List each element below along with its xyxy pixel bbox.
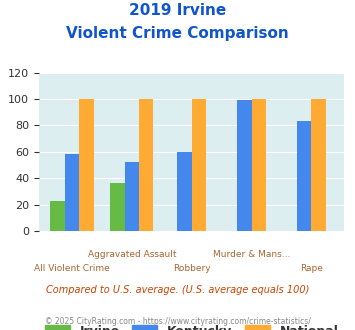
Bar: [125, 162, 139, 231]
Text: Murder & Mans...: Murder & Mans...: [213, 250, 290, 259]
Text: All Violent Crime: All Violent Crime: [34, 264, 110, 273]
Bar: [178, 152, 192, 231]
Text: Rape: Rape: [300, 264, 323, 273]
Bar: [50, 201, 65, 231]
Text: 2019 Irvine: 2019 Irvine: [129, 3, 226, 18]
Bar: [79, 99, 93, 231]
Legend: Irvine, Kentucky, National: Irvine, Kentucky, National: [39, 320, 344, 330]
Bar: [297, 121, 311, 231]
Text: © 2025 CityRating.com - https://www.cityrating.com/crime-statistics/: © 2025 CityRating.com - https://www.city…: [45, 317, 310, 326]
Bar: [237, 100, 252, 231]
Text: Violent Crime Comparison: Violent Crime Comparison: [66, 26, 289, 41]
Bar: [139, 99, 153, 231]
Text: Compared to U.S. average. (U.S. average equals 100): Compared to U.S. average. (U.S. average …: [46, 285, 309, 295]
Bar: [192, 99, 206, 231]
Text: Robbery: Robbery: [173, 264, 211, 273]
Bar: [65, 154, 79, 231]
Bar: [311, 99, 326, 231]
Text: Aggravated Assault: Aggravated Assault: [88, 250, 176, 259]
Bar: [252, 99, 266, 231]
Bar: [110, 183, 125, 231]
